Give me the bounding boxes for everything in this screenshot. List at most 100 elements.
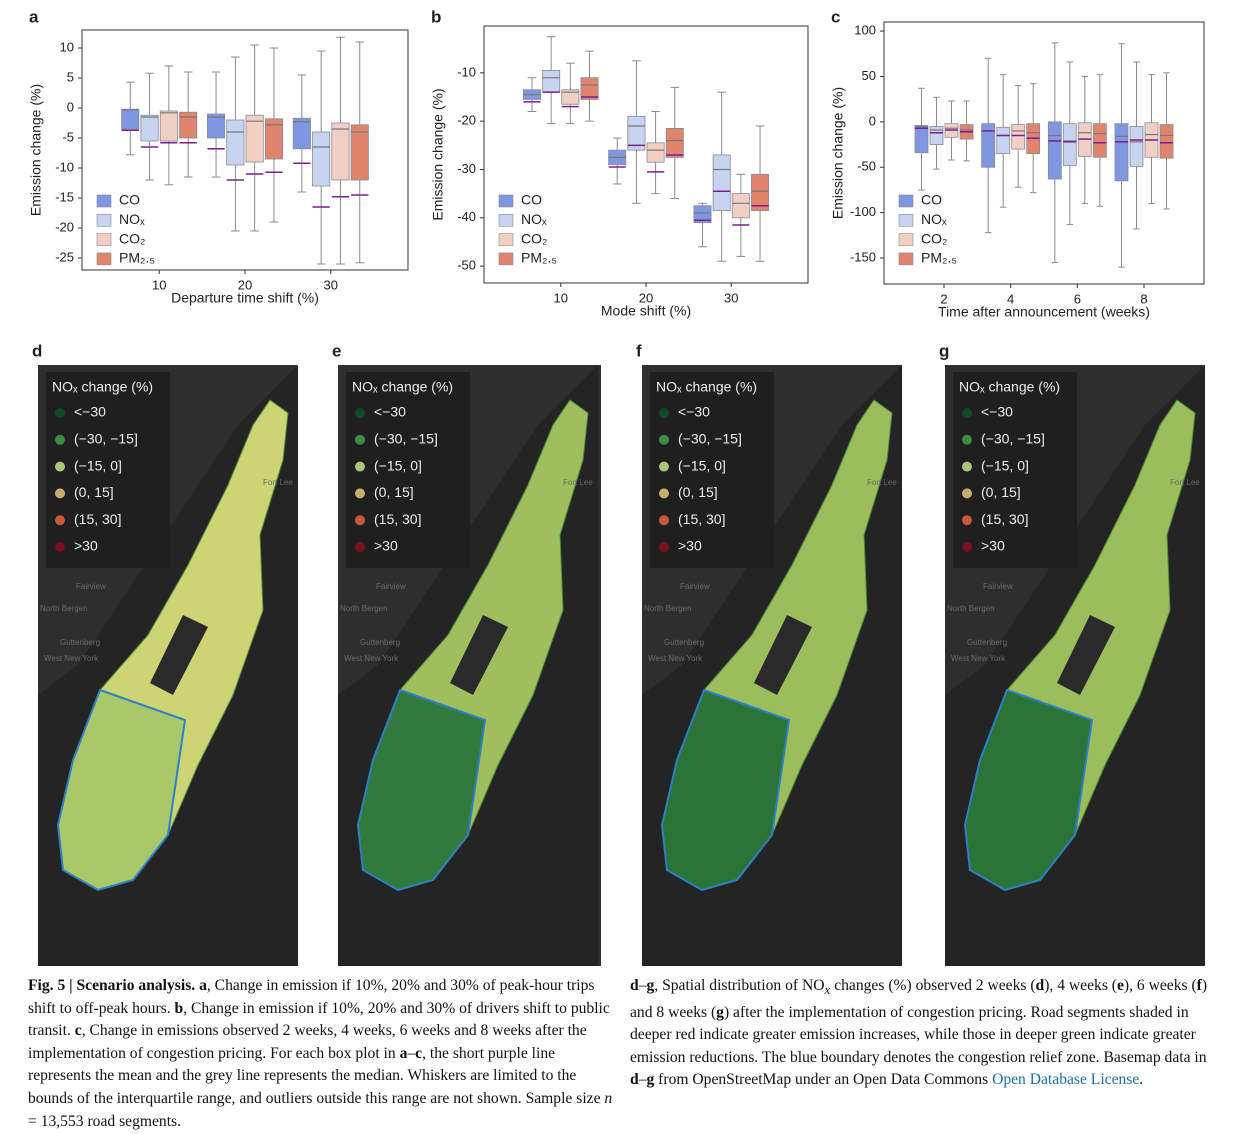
basemap-label: Fairview bbox=[680, 582, 710, 591]
x-tick-label: 30 bbox=[324, 277, 338, 292]
legend-label: (15, 30] bbox=[74, 511, 121, 527]
box bbox=[312, 131, 331, 187]
caption-text: d bbox=[630, 977, 639, 994]
x-axis-label: Departure time shift (%) bbox=[171, 290, 319, 306]
basemap-label: Fort Lee bbox=[1170, 478, 1200, 487]
caption-text: x bbox=[824, 982, 831, 998]
legend-label: (15, 30] bbox=[678, 511, 725, 527]
y-tick-label: -30 bbox=[457, 161, 476, 176]
basemap-label: Fairview bbox=[983, 582, 1013, 591]
map: Fort Lee Fairview North Bergen Guttenberg We… bbox=[338, 365, 601, 966]
box bbox=[1092, 123, 1107, 158]
y-tick-label: -100 bbox=[850, 204, 876, 219]
legend-label: PM₂.₅ bbox=[921, 250, 957, 266]
legend-box bbox=[953, 372, 1077, 568]
panel-label: g bbox=[939, 341, 949, 360]
box bbox=[981, 123, 996, 168]
basemap-label: Fort Lee bbox=[867, 478, 897, 487]
legend-label: <−30 bbox=[678, 404, 710, 420]
y-tick-label: -20 bbox=[457, 113, 476, 128]
y-axis-label: Emission change (%) bbox=[430, 88, 446, 220]
y-tick-label: -15 bbox=[55, 189, 74, 204]
x-tick-label: 6 bbox=[1074, 291, 1081, 306]
y-tick-label: -50 bbox=[457, 258, 476, 273]
caption-text: Fig. 5 | Scenario analysis. a bbox=[28, 977, 207, 994]
relief-zone bbox=[660, 688, 791, 892]
legend-dot bbox=[962, 408, 972, 418]
legend-dot bbox=[55, 461, 65, 472]
basemap-label: West New York bbox=[344, 654, 399, 663]
legend-label: (−30, −15] bbox=[678, 431, 742, 447]
caption-text: c bbox=[74, 1022, 82, 1040]
legend-label: >30 bbox=[981, 538, 1005, 554]
box bbox=[121, 108, 140, 130]
basemap-label: Guttenberg bbox=[664, 638, 704, 647]
caption-text: – bbox=[407, 1044, 416, 1062]
box bbox=[542, 70, 561, 93]
x-tick-label: 10 bbox=[152, 277, 166, 292]
legend-label: <−30 bbox=[74, 404, 106, 420]
box bbox=[693, 205, 712, 224]
x-axis-label: Mode shift (%) bbox=[601, 303, 691, 319]
y-tick-label: 5 bbox=[67, 69, 74, 84]
caption-text: changes (%) observed 2 weeks ( bbox=[830, 977, 1036, 994]
legend-dot bbox=[355, 434, 365, 445]
basemap-label: West New York bbox=[951, 654, 1006, 663]
x-tick-label: 20 bbox=[238, 277, 252, 292]
legend-label: <−30 bbox=[981, 404, 1013, 420]
panel-label: f bbox=[636, 341, 642, 360]
legend-swatch bbox=[898, 233, 914, 246]
legend-label: NOₓ bbox=[521, 211, 547, 227]
legend-label: (−15, 0] bbox=[74, 457, 122, 473]
caption-text: d bbox=[1035, 977, 1045, 994]
legend-box bbox=[650, 372, 774, 568]
box bbox=[580, 77, 599, 100]
legend-label: <−30 bbox=[374, 404, 406, 420]
legend-label: (−30, −15] bbox=[74, 431, 138, 447]
box bbox=[331, 122, 350, 181]
box bbox=[1114, 123, 1129, 182]
legend-label: PM₂.₅ bbox=[521, 250, 557, 266]
legend-label: >30 bbox=[678, 538, 702, 554]
legend-label: (15, 30] bbox=[981, 511, 1028, 527]
box bbox=[159, 110, 178, 142]
box bbox=[996, 126, 1011, 155]
legend-label: (−15, 0] bbox=[374, 457, 422, 473]
caption-text: ), 4 weeks ( bbox=[1044, 977, 1117, 994]
box bbox=[1159, 124, 1174, 159]
caption-text: from OpenStreetMap under an Open Data Co… bbox=[654, 1071, 993, 1089]
panel-label: b bbox=[431, 7, 441, 26]
legend-label: CO bbox=[119, 192, 140, 208]
x-tick-label: 8 bbox=[1140, 291, 1147, 306]
legend-label: >30 bbox=[374, 538, 398, 554]
caption-text: ) and 8 weeks ( bbox=[630, 977, 1208, 1021]
legend-swatch bbox=[898, 252, 914, 266]
map: Fort Lee Fairview North Bergen Guttenberg We… bbox=[945, 365, 1205, 966]
legend-box bbox=[46, 372, 170, 568]
legend-dot bbox=[962, 461, 972, 472]
caption-left: Fig. 5 | Scenario analysis. a, Change in… bbox=[28, 975, 613, 1133]
y-tick-label: -150 bbox=[850, 249, 876, 264]
caption-text: c bbox=[415, 1044, 423, 1062]
box bbox=[731, 193, 750, 219]
basemap-label: West New York bbox=[44, 654, 99, 663]
caption-text: g bbox=[646, 977, 655, 994]
legend-swatch bbox=[96, 194, 112, 208]
legend-label: CO₂ bbox=[921, 230, 947, 246]
legend-dot bbox=[962, 542, 972, 552]
basemap-label: North Bergen bbox=[947, 604, 995, 613]
legend-label: (0, 15] bbox=[374, 484, 414, 500]
y-axis-label: Emission change (%) bbox=[28, 84, 44, 216]
box bbox=[665, 128, 684, 158]
caption-text: f bbox=[1196, 977, 1202, 994]
box bbox=[561, 89, 580, 105]
link[interactable]: Open Database License bbox=[992, 1071, 1140, 1089]
box bbox=[646, 142, 665, 163]
y-tick-label: 10 bbox=[60, 39, 74, 54]
caption-text: b bbox=[174, 999, 184, 1017]
central-park bbox=[450, 615, 508, 695]
basemap-label: Fort Lee bbox=[563, 478, 593, 487]
box bbox=[206, 113, 226, 139]
legend-dot bbox=[55, 488, 65, 499]
box bbox=[179, 111, 198, 139]
